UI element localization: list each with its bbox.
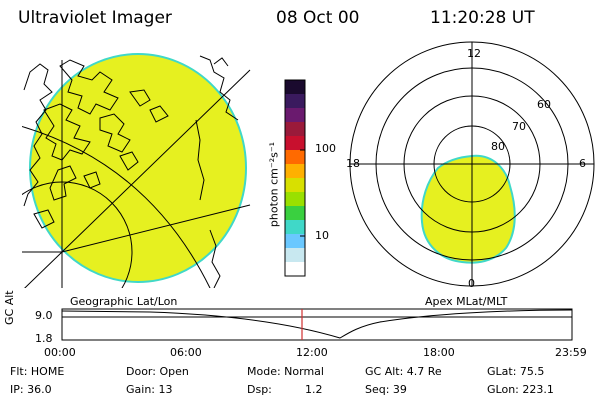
mlt-label-12: 12 <box>467 47 481 60</box>
gc-altitude: GC Alt: 4.7 Re <box>365 365 442 378</box>
timeline-y-tick-min: 1.8 <box>35 332 53 345</box>
polar-plot <box>349 41 595 287</box>
dsp-value: 1.2 <box>305 383 323 396</box>
apex-caption: Apex MLat/MLT <box>425 295 508 308</box>
lat-label-60: 60 <box>537 98 551 111</box>
timeline-x-tick-0: 00:00 <box>44 346 76 359</box>
geographic-caption: Geographic Lat/Lon <box>70 295 178 308</box>
mlt-label-18: 18 <box>346 157 360 170</box>
colorbar-band <box>285 262 305 277</box>
colorbar-band <box>285 164 305 179</box>
altitude-timeline <box>61 308 573 341</box>
gain-value: Gain: 13 <box>126 383 173 396</box>
flight-status: Flt: HOME <box>10 365 65 378</box>
timeline-x-tick-4: 23:59 <box>555 346 587 359</box>
colorbar-band <box>285 206 305 221</box>
colorbar-unit-label: photon cm⁻²s⁻¹ <box>267 141 281 228</box>
door-status: Door: Open <box>126 365 189 378</box>
lat-label-70: 70 <box>512 120 526 133</box>
colorbar-band <box>285 234 305 249</box>
ip-value: IP: 36.0 <box>10 383 52 396</box>
colorbar-band <box>285 192 305 207</box>
timeline-x-tick-3: 18:00 <box>423 346 455 359</box>
colorbar-band <box>285 248 305 263</box>
polar-auroral-oval <box>420 154 516 264</box>
mlt-label-0: 0 <box>468 277 475 290</box>
colorbar-tick-10: 10 <box>315 229 329 242</box>
colorbar-band <box>285 136 305 151</box>
timeline-y-tick-max: 9.0 <box>35 309 53 322</box>
dsp-label: Dsp: <box>247 383 272 396</box>
mlt-label-6: 6 <box>579 157 586 170</box>
colorbar-band <box>285 150 305 165</box>
coastline <box>23 55 239 288</box>
colorbar-outline <box>284 79 306 277</box>
observation-time: 11:20:28 UT <box>430 8 535 28</box>
geo-longitude: GLon: 223.1 <box>487 383 554 396</box>
altitude-curve <box>61 309 573 339</box>
geographic-map <box>22 53 251 288</box>
mode-status: Mode: Normal <box>247 365 324 378</box>
colorbar <box>284 79 306 277</box>
lat-label-80: 80 <box>491 140 505 153</box>
lat-lon-grid <box>22 60 251 288</box>
colorbar-band <box>285 122 305 137</box>
observation-date: 08 Oct 00 <box>276 8 360 28</box>
instrument-title: Ultraviolet Imager <box>18 8 172 28</box>
timeline-y-label: GC Alt <box>3 290 16 325</box>
colorbar-band <box>285 108 305 123</box>
colorbar-band <box>285 80 305 95</box>
geo-latitude: GLat: 75.5 <box>487 365 545 378</box>
colorbar-band <box>285 94 305 109</box>
colorbar-band <box>285 220 305 235</box>
timeline-x-tick-1: 06:00 <box>170 346 202 359</box>
colorbar-band <box>285 178 305 193</box>
timeline-x-tick-2: 12:00 <box>296 346 328 359</box>
colorbar-tick-100: 100 <box>315 142 336 155</box>
sequence-number: Seq: 39 <box>365 383 407 396</box>
